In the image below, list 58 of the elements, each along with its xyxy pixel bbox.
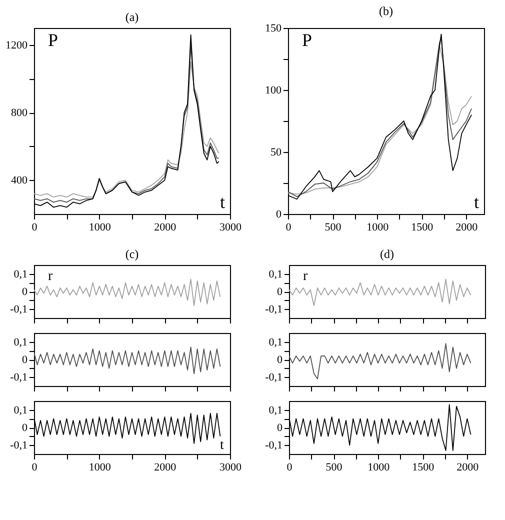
y-tick-label: 400 bbox=[11, 174, 28, 187]
y-tick-label: 800 bbox=[11, 107, 28, 120]
y-tick-label: 0,1 bbox=[14, 268, 28, 280]
chart-title: (a) bbox=[125, 10, 139, 24]
y-tick-label: -0,1 bbox=[265, 372, 282, 384]
y-tick-label: 1200 bbox=[6, 39, 28, 52]
y-tick-label: 0,1 bbox=[14, 404, 28, 416]
x-tick-label: 2000 bbox=[154, 222, 177, 234]
chart-title: (c) bbox=[125, 247, 139, 261]
line-series bbox=[289, 343, 472, 380]
y-tick-label: -0,1 bbox=[265, 440, 282, 452]
y-tick-label: 0 bbox=[22, 422, 28, 434]
x-tick-label: 0 bbox=[286, 222, 292, 234]
y-tick-label: -0,1 bbox=[10, 440, 28, 452]
chart-title: (d) bbox=[380, 247, 394, 261]
y-axis-title: r bbox=[48, 269, 53, 284]
x-tick-label: 1000 bbox=[366, 222, 390, 234]
x-tick-label: 1000 bbox=[368, 462, 390, 474]
line-series bbox=[289, 278, 472, 306]
y-tick-label: 0 bbox=[277, 354, 283, 366]
x-tick-label: 500 bbox=[324, 222, 342, 234]
line-series bbox=[34, 346, 221, 374]
x-tick-label: 0 bbox=[32, 462, 38, 474]
x-tick-label: 1000 bbox=[88, 222, 112, 234]
y-tick-label: 0 bbox=[22, 354, 28, 366]
y-tick-label: 0 bbox=[22, 286, 28, 298]
x-tick-label: 2000 bbox=[456, 462, 480, 474]
y-axis-title: P bbox=[48, 30, 58, 50]
x-tick-label: 0 bbox=[32, 222, 38, 234]
y-axis-title: r bbox=[303, 269, 308, 284]
x-tick-label: 500 bbox=[326, 462, 343, 474]
y-tick-label: 0,1 bbox=[268, 404, 282, 416]
y-tick-label: -0,1 bbox=[10, 304, 28, 316]
x-axis-title: t bbox=[474, 192, 480, 212]
x-tick-label: 2000 bbox=[456, 222, 478, 234]
y-tick-label: -0,1 bbox=[10, 372, 28, 384]
y-tick-label: 100 bbox=[265, 84, 282, 96]
chart-title: (b) bbox=[379, 4, 393, 18]
y-tick-label: 150 bbox=[265, 22, 282, 34]
y-tick-label: 0 bbox=[276, 208, 282, 220]
x-axis-title: t bbox=[220, 438, 224, 453]
x-tick-label: 3000 bbox=[220, 462, 242, 474]
x-tick-label: 1000 bbox=[88, 462, 112, 474]
x-tick-label: 3000 bbox=[220, 222, 242, 234]
y-tick-label: 0,1 bbox=[268, 268, 282, 280]
x-tick-label: 1500 bbox=[411, 222, 434, 234]
y-tick-label: 0,1 bbox=[14, 336, 28, 348]
y-tick-label: 50 bbox=[270, 146, 282, 158]
y-tick-label: -0,1 bbox=[265, 304, 282, 316]
y-tick-label: 0 bbox=[277, 286, 283, 298]
x-tick-label: 0 bbox=[286, 462, 293, 474]
x-tick-label: 1500 bbox=[412, 462, 435, 474]
line-series bbox=[34, 278, 221, 306]
x-tick-label: 2000 bbox=[154, 462, 177, 474]
y-axis-title: P bbox=[302, 30, 312, 50]
y-tick-label: 0 bbox=[277, 422, 283, 434]
x-axis-title: t bbox=[220, 192, 226, 212]
y-tick-label: 0,1 bbox=[268, 336, 282, 348]
